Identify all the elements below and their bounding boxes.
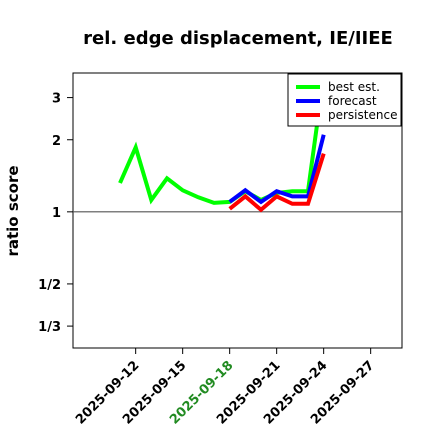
series-line-persistence [228, 153, 326, 213]
y-tick-label: 2 [52, 134, 61, 149]
series-line-best-est [118, 75, 326, 205]
plot-frame [72, 72, 403, 349]
legend-label: persistence [328, 108, 397, 122]
y-axis-label: ratio score [4, 165, 22, 256]
series-layer [118, 75, 326, 213]
legend-label: forecast [328, 94, 377, 108]
y-tick-label: 3 [52, 92, 61, 107]
y-tick-label: 1/2 [38, 278, 61, 293]
plot-area [72, 72, 403, 349]
chart-title: rel. edge displacement, IE/IIEE [83, 28, 393, 49]
y-tick-label: 1/3 [38, 320, 61, 335]
series-line-forecast [228, 134, 326, 205]
x-axis: 2025-09-122025-09-152025-09-182025-09-21… [73, 348, 377, 428]
y-tick-label: 1 [52, 206, 61, 221]
legend-label: best est. [328, 80, 380, 94]
y-axis: 1/3 1/2 1 2 3 [38, 92, 73, 335]
